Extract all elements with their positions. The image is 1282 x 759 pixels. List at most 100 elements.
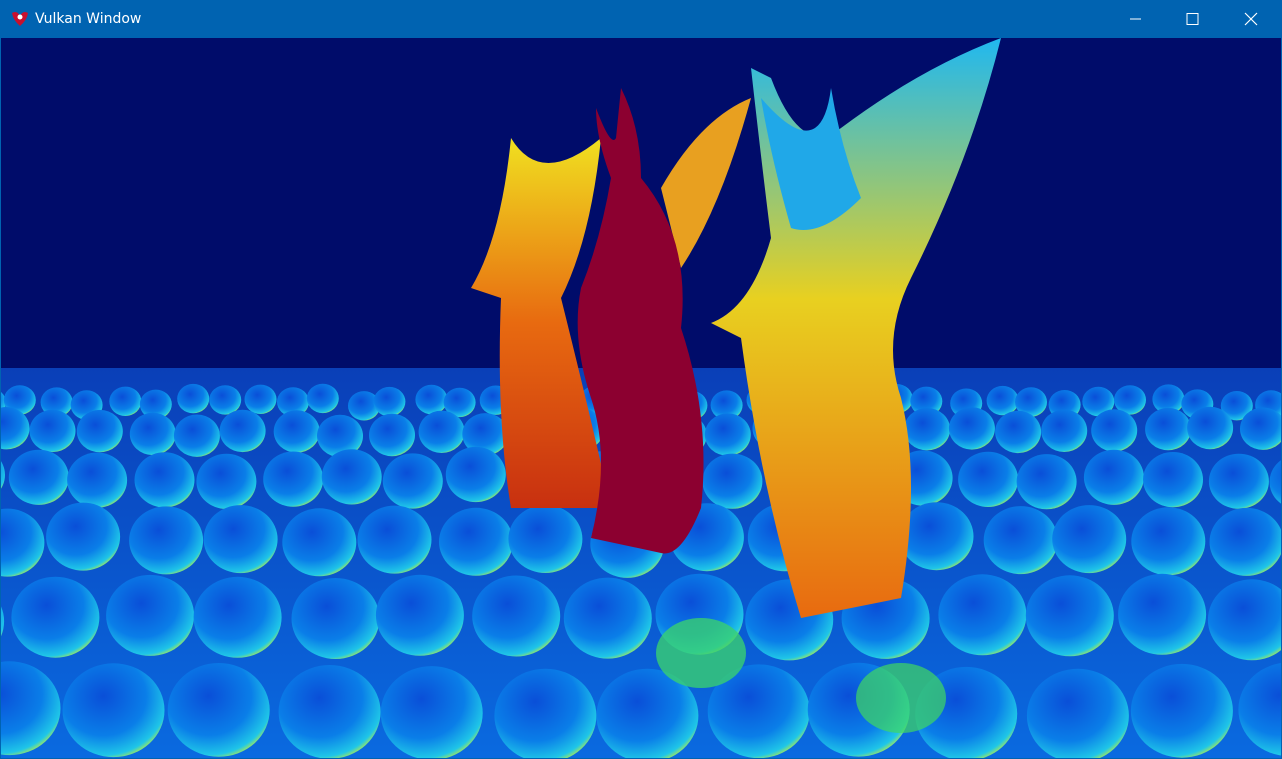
- sphere: [382, 453, 443, 509]
- sphere: [1114, 385, 1146, 415]
- sphere: [273, 410, 320, 453]
- sphere: [1131, 507, 1206, 576]
- window-title: Vulkan Window: [35, 11, 142, 27]
- sphere: [596, 668, 699, 758]
- icon-dot: [17, 14, 23, 20]
- sphere: [244, 384, 277, 414]
- close-button[interactable]: [1244, 12, 1258, 26]
- sphere: [1025, 575, 1114, 657]
- sphere: [1145, 407, 1192, 451]
- sphere: [494, 668, 597, 758]
- sphere: [904, 408, 951, 451]
- sphere: [263, 451, 324, 507]
- sphere: [380, 666, 483, 758]
- sphere: [443, 387, 476, 418]
- sphere: [1207, 579, 1281, 661]
- sphere: [1052, 505, 1127, 574]
- sphere: [167, 663, 270, 757]
- left-statue: [471, 138, 611, 508]
- glow-sphere: [856, 663, 946, 733]
- sphere: [1238, 663, 1281, 756]
- sphere: [373, 386, 406, 417]
- sphere: [1, 461, 5, 489]
- sphere: [109, 386, 142, 416]
- sphere: [1152, 384, 1185, 414]
- sphere: [439, 507, 513, 576]
- sphere: [707, 664, 810, 758]
- sphere: [563, 577, 652, 659]
- sphere: [415, 384, 448, 415]
- sphere: [462, 413, 509, 456]
- sphere: [277, 387, 309, 417]
- sphere: [369, 413, 415, 457]
- sphere: [910, 386, 943, 416]
- sphere: [134, 452, 195, 508]
- sphere: [1220, 391, 1253, 421]
- right-statue-head: [761, 88, 861, 230]
- sphere: [129, 506, 204, 575]
- sphere: [1016, 454, 1077, 510]
- window-controls[interactable]: [1102, 0, 1282, 38]
- sphere: [29, 409, 76, 453]
- sphere: [1026, 668, 1129, 758]
- sphere: [375, 574, 464, 656]
- sphere: [1041, 409, 1088, 452]
- sphere: [1118, 573, 1207, 655]
- maximize-button[interactable]: [1186, 13, 1199, 25]
- center-statue: [577, 88, 704, 554]
- sphere: [67, 452, 128, 508]
- title-bar: Vulkan Window: [0, 0, 1282, 38]
- sphere: [203, 505, 278, 574]
- sphere: [1, 661, 61, 756]
- sphere: [106, 574, 195, 656]
- sphere: [1143, 452, 1203, 508]
- sphere: [1208, 453, 1269, 509]
- sphere: [8, 449, 69, 505]
- sphere: [46, 502, 121, 571]
- sphere: [306, 383, 339, 414]
- sphere: [219, 409, 266, 453]
- sphere: [321, 449, 382, 505]
- sphere: [1187, 406, 1234, 450]
- sphere: [1082, 386, 1115, 417]
- sphere: [702, 453, 763, 509]
- sphere: [1240, 407, 1281, 450]
- sphere: [129, 412, 176, 456]
- sphere: [291, 578, 380, 659]
- sphere: [948, 407, 995, 450]
- sphere: [40, 387, 73, 417]
- sphere: [1083, 449, 1144, 505]
- app-icon: [12, 12, 28, 26]
- sphere: [3, 385, 36, 415]
- sphere: [899, 502, 974, 571]
- sphere: [418, 410, 465, 453]
- sphere: [1269, 460, 1281, 504]
- glow-sphere: [656, 618, 746, 688]
- sphere: [278, 665, 381, 758]
- render-view: [1, 38, 1281, 758]
- sphere: [282, 508, 357, 577]
- sphere: [938, 574, 1027, 656]
- sphere: [1, 508, 45, 577]
- sphere: [1, 407, 30, 450]
- sphere: [139, 389, 172, 419]
- sphere: [1209, 507, 1281, 576]
- sphere: [710, 390, 743, 420]
- sphere: [62, 663, 165, 758]
- sphere: [209, 385, 242, 415]
- sphere: [1091, 409, 1138, 452]
- sphere: [357, 505, 432, 574]
- sphere: [445, 446, 506, 503]
- sphere: [177, 383, 210, 414]
- sphere: [508, 505, 583, 573]
- sphere: [958, 451, 1019, 507]
- sphere: [1130, 663, 1233, 758]
- red-statue-wing: [661, 98, 751, 268]
- sphere: [76, 409, 123, 453]
- sphere: [193, 576, 282, 658]
- sphere: [983, 506, 1058, 575]
- sphere: [995, 410, 1042, 454]
- sphere: [173, 414, 220, 457]
- sphere: [1015, 387, 1047, 417]
